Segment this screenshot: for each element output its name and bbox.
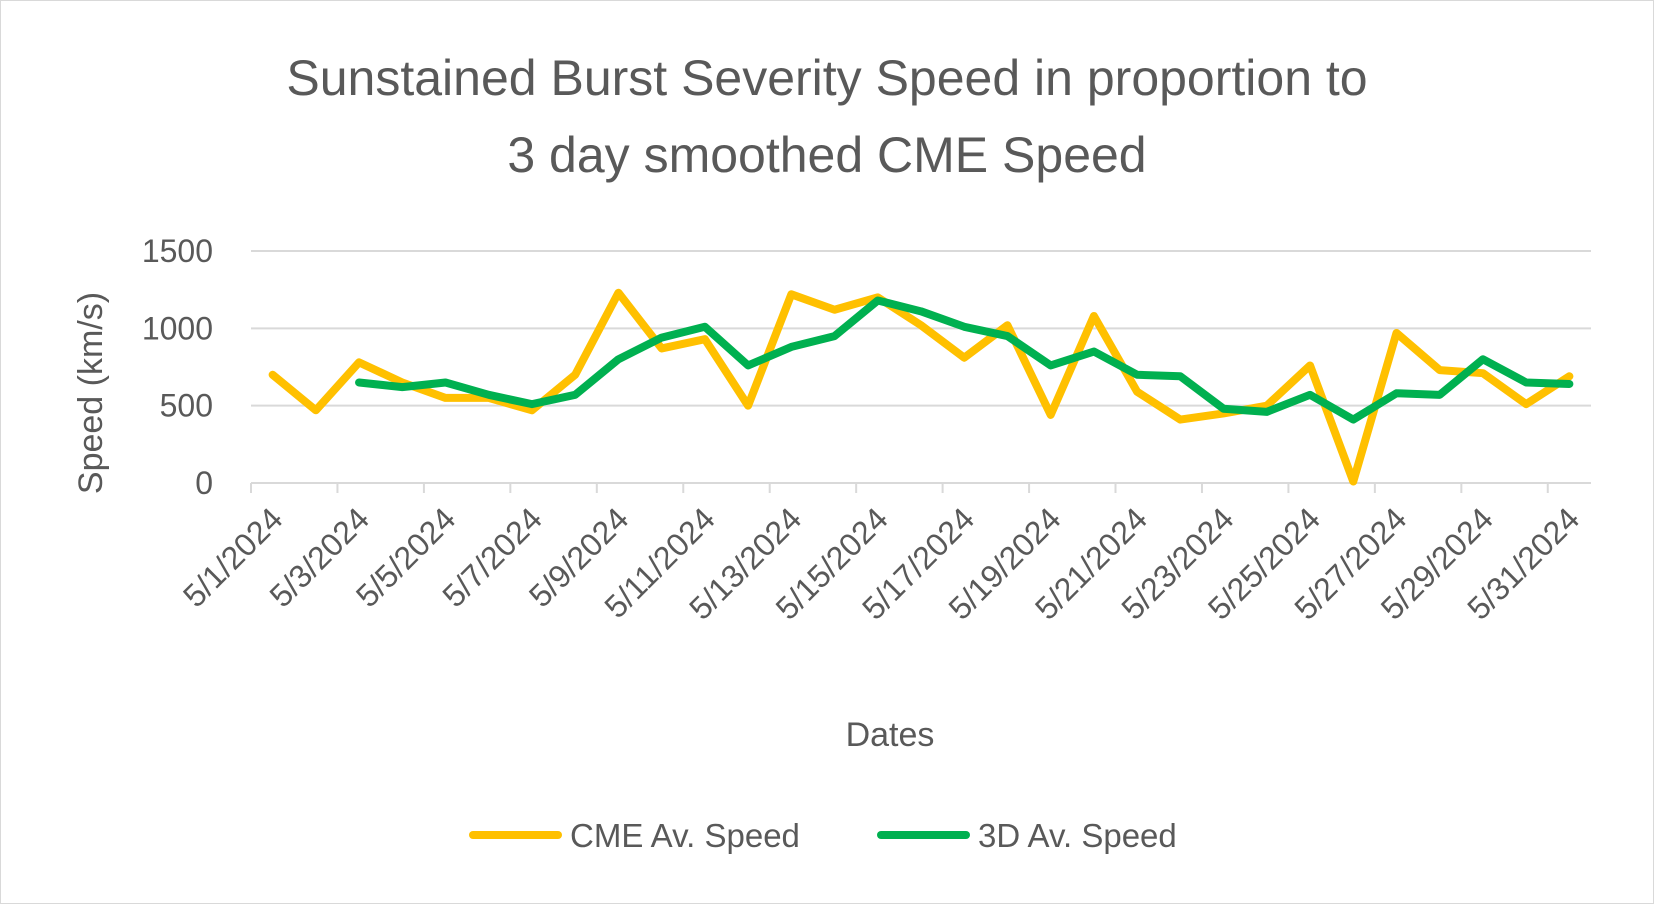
y-tick-label: 1500: [142, 233, 213, 269]
y-tick-label: 0: [195, 465, 213, 501]
series-line-3d-av-speed: [355, 296, 1574, 424]
x-axis-title: Dates: [846, 716, 935, 754]
y-tick-label: 1000: [142, 310, 213, 346]
legend: CME Av. Speed 3D Av. Speed: [469, 817, 1177, 854]
chart-title-line-2: 3 day smoothed CME Speed: [507, 127, 1146, 183]
x-axis: [250, 482, 1591, 493]
series-lines: [268, 288, 1574, 486]
y-axis-title: Speed (km/s): [72, 292, 110, 494]
legend-label-3d: 3D Av. Speed: [978, 817, 1177, 854]
chart-title-line-1: Sunstained Burst Severity Speed in propo…: [286, 50, 1367, 106]
y-axis-ticks: 0 500 1000 1500: [142, 233, 213, 501]
x-axis-ticks: 5/1/20245/3/20245/5/20245/7/20245/9/2024…: [176, 500, 1586, 626]
y-tick-label: 500: [160, 388, 213, 424]
legend-label-cme: CME Av. Speed: [570, 817, 800, 854]
